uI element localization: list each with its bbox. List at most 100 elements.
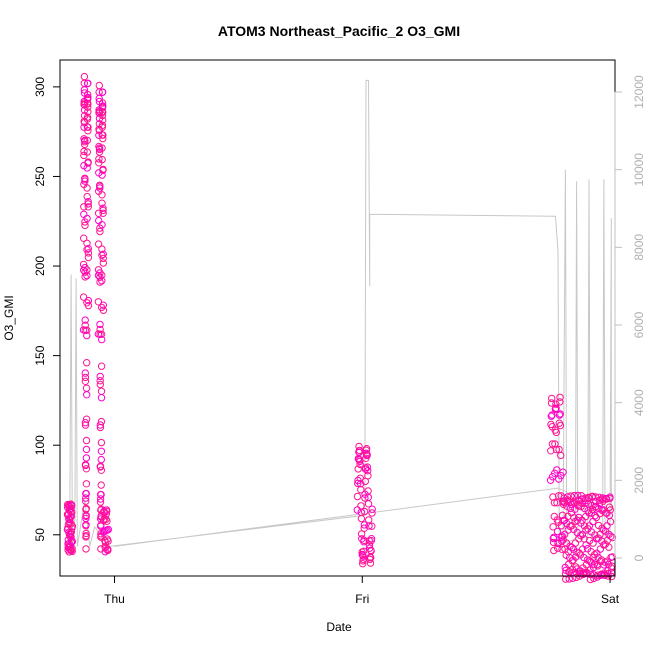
data-point [558, 545, 566, 553]
data-point [95, 81, 104, 90]
data-point [99, 116, 107, 124]
data-point [84, 301, 93, 310]
y-right-tick-label: 6000 [632, 311, 646, 338]
data-point [548, 440, 557, 448]
data-point [97, 455, 106, 464]
data-point [360, 521, 369, 529]
data-point [81, 461, 90, 469]
y-tick-label: 100 [33, 435, 47, 455]
y-axis-left: 50 100 150 200 250 300 [33, 77, 61, 541]
data-point [84, 127, 92, 135]
data-point [82, 497, 90, 505]
data-point [572, 573, 580, 582]
data-point [550, 533, 558, 541]
data-point [67, 528, 76, 536]
data-point [363, 463, 372, 471]
data-point [364, 500, 373, 508]
data-point [82, 489, 91, 498]
data-point [96, 498, 105, 506]
data-point [81, 273, 89, 281]
point-segment [94, 81, 108, 553]
data-point [84, 93, 92, 102]
data-point [97, 481, 105, 489]
data-point [104, 546, 112, 554]
y-axis-right: 0 2000 4000 6000 8000 10000 12000 [614, 75, 646, 561]
data-point [96, 377, 104, 385]
data-point [98, 88, 107, 96]
data-point [569, 574, 577, 582]
data-point [99, 131, 107, 139]
data-point [590, 560, 598, 568]
y-tick-label: 300 [33, 77, 47, 97]
plot-frame [59, 59, 616, 577]
data-point [84, 79, 92, 88]
data-point [99, 102, 107, 110]
data-point [80, 72, 89, 81]
data-point [83, 271, 91, 280]
data-point [548, 411, 556, 419]
y-tick-label: 150 [33, 345, 47, 365]
data-point [356, 457, 364, 466]
data-point [98, 191, 106, 199]
x-axis: Thu Fri Sat [104, 575, 620, 606]
data-point [99, 204, 107, 212]
data-point [82, 494, 90, 502]
data-point [67, 533, 75, 541]
data-point [83, 184, 91, 192]
point-segment [546, 393, 567, 555]
data-point [82, 384, 91, 392]
data-point [98, 199, 106, 207]
data-point [97, 362, 106, 370]
data-point [83, 391, 91, 399]
data-point [83, 136, 92, 145]
data-point [96, 421, 105, 429]
data-point [95, 148, 104, 156]
data-point [81, 221, 89, 230]
data-point [83, 192, 91, 201]
y-right-tick-label: 2000 [632, 467, 646, 494]
data-point [96, 227, 104, 236]
x-tick-label: Sat [601, 592, 620, 606]
point-segment [559, 491, 617, 584]
data-point [83, 266, 91, 274]
data-point [546, 476, 555, 484]
data-point [547, 447, 555, 455]
data-point [365, 522, 373, 530]
data-point [98, 335, 106, 344]
data-point [359, 547, 368, 555]
data-point [68, 522, 77, 530]
data-point [550, 546, 558, 555]
data-point [98, 155, 106, 164]
data-point [354, 465, 362, 473]
data-point [84, 200, 92, 208]
data-layer [63, 72, 617, 584]
data-point [81, 369, 90, 377]
data-point [577, 492, 586, 500]
data-point [592, 513, 600, 522]
data-point [84, 249, 93, 257]
data-point [82, 415, 91, 423]
data-point [561, 530, 569, 539]
y-right-tick-label: 10000 [632, 153, 646, 187]
data-point [102, 510, 111, 518]
data-point [83, 148, 92, 156]
data-point [97, 532, 105, 540]
data-point [79, 293, 88, 301]
data-point [68, 547, 76, 556]
point-segment [99, 506, 113, 556]
data-point [359, 552, 367, 560]
data-point [96, 184, 104, 192]
point-segment [353, 442, 376, 568]
data-point [84, 244, 93, 253]
data-point [353, 492, 362, 501]
data-point [553, 527, 562, 536]
data-point [81, 373, 90, 382]
y-right-tick-label: 8000 [632, 234, 646, 261]
data-point [547, 399, 556, 407]
data-point [104, 525, 113, 534]
data-point [602, 495, 611, 503]
data-point [548, 394, 556, 403]
data-point [99, 301, 108, 309]
data-point [364, 472, 372, 480]
data-point [549, 538, 558, 547]
